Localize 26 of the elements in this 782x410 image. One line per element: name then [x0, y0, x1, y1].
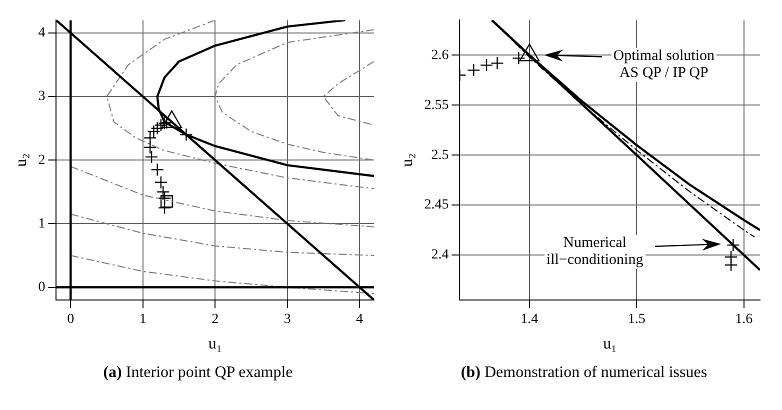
y-tick-label: 0: [38, 280, 46, 295]
y-tick-label: 1: [38, 216, 46, 232]
x-tick-label: 1.6: [735, 312, 753, 328]
x-tick-label: 4: [356, 312, 364, 328]
x-tick-label: 2: [212, 312, 219, 328]
y-axis-title: u₂: [398, 153, 416, 167]
text: (a) Interior point QP example: [102, 364, 294, 382]
x-axis-title: u₁: [603, 336, 617, 353]
annotation: Optimal solution AS QP / IP QP: [611, 48, 717, 82]
x-tick-label: 1: [139, 312, 146, 328]
x-tick-label: 0: [67, 312, 74, 328]
y-tick-label: 2: [38, 152, 46, 168]
y-tick-label: 2.5: [431, 148, 449, 163]
y-tick-label: 4: [38, 26, 46, 41]
y-tick-label: 2.6: [431, 48, 449, 63]
x-tick-label: 1.4: [520, 312, 538, 328]
x-tick-label: 1.5: [628, 312, 646, 328]
y-tick-label: 2.55: [424, 98, 449, 113]
y-tick-label: 2.45: [424, 198, 449, 213]
annotation: Numerical ill−conditioning: [544, 235, 646, 270]
y-tick-label: 3: [38, 89, 46, 104]
y-axis-title: u₂: [12, 153, 30, 167]
x-axis-title: u₁: [208, 336, 222, 353]
y-tick-label: 2.4: [431, 248, 449, 263]
x-tick-label: 3: [284, 312, 291, 328]
text: (b) Demonstration of numerical issues: [460, 364, 708, 382]
